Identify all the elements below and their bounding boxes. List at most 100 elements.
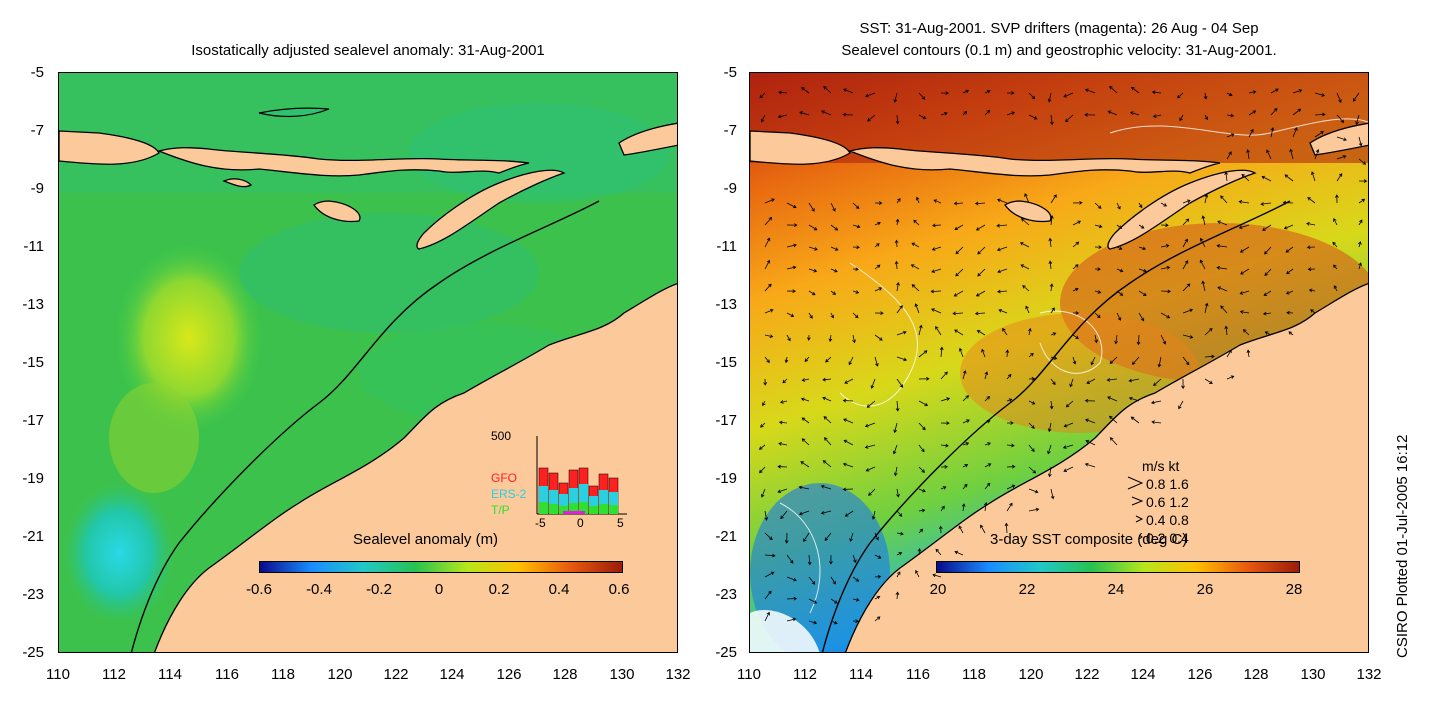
right-map-title-line2: Sealevel contours (0.1 m) and geostrophi… <box>841 42 1277 59</box>
velocity-arrow <box>962 483 968 490</box>
velocity-arrow <box>1248 90 1257 94</box>
left-lat-tick: -21 <box>22 528 44 545</box>
velocity-arrow <box>778 90 788 95</box>
velocity-arrow <box>1072 287 1079 292</box>
velocity-arrow <box>1050 488 1055 500</box>
velocity-arrow <box>940 443 949 448</box>
right-colorbar-label: 20 <box>929 581 947 598</box>
velocity-arrow <box>1094 267 1101 271</box>
right-lon-tick: 130 <box>1300 666 1326 683</box>
velocity-arrow <box>1028 422 1035 429</box>
velocity-arrow <box>1153 378 1162 387</box>
velocity-arrow <box>1310 309 1316 314</box>
velocity-arrow <box>1282 200 1294 205</box>
velocity-arrow <box>1308 288 1316 293</box>
velocity-arrow <box>1028 92 1036 100</box>
velocity-arrow <box>825 356 832 363</box>
velocity-arrow <box>1028 376 1036 381</box>
velocity-arrow <box>1248 128 1254 138</box>
velocity-arrow <box>984 463 992 468</box>
velocity-legend-row: 0.8 1.6 <box>1146 476 1189 492</box>
velocity-arrow <box>893 422 898 434</box>
velocity-arrow <box>983 502 988 512</box>
velocity-arrow <box>1334 194 1339 204</box>
left-map-title: Isostatically adjusted sealevel anomaly:… <box>191 42 545 59</box>
velocity-arrow <box>1090 356 1096 366</box>
right-map-title-line1: SST: 31-Aug-2001. SVP drifters (magenta)… <box>859 20 1259 37</box>
velocity-arrow <box>823 85 832 94</box>
velocity-arrow <box>1238 199 1250 204</box>
velocity-arrow <box>918 92 926 100</box>
velocity-arrow <box>984 89 991 94</box>
velocity-arrow <box>896 330 907 336</box>
velocity-arrow <box>1116 312 1122 321</box>
velocity-arrow <box>918 444 925 453</box>
velocity-arrow <box>1178 400 1184 410</box>
velocity-arrow <box>1094 334 1099 344</box>
velocity-arrow <box>852 554 857 564</box>
velocity-arrow <box>808 268 818 273</box>
velocity-arrow <box>911 284 920 292</box>
velocity-arrow <box>1260 202 1272 206</box>
velocity-arrow <box>823 416 832 424</box>
velocity-arrow <box>918 350 928 358</box>
velocity-arrow <box>870 378 876 389</box>
velocity-arrow <box>1024 193 1030 204</box>
left-lon-tick: 112 <box>102 666 126 683</box>
velocity-arrow <box>1138 312 1145 322</box>
velocity-arrow <box>1006 421 1014 425</box>
velocity-arrow <box>1182 308 1194 314</box>
velocity-arrow <box>1063 422 1074 428</box>
velocity-arrow <box>1128 396 1140 402</box>
velocity-arrow <box>1116 290 1124 296</box>
velocity-arrow <box>1182 218 1190 226</box>
velocity-arrow <box>780 510 788 520</box>
velocity-arrow <box>1204 193 1209 204</box>
velocity-arrow <box>1238 224 1250 230</box>
inset-xtick: -5 <box>535 516 546 528</box>
velocity-arrow <box>1006 502 1013 512</box>
velocity-arrow <box>1226 133 1235 138</box>
velocity-arrow <box>1048 237 1053 248</box>
velocity-arrow <box>1072 311 1080 315</box>
velocity-arrow <box>1239 310 1250 314</box>
velocity-arrow <box>764 356 770 363</box>
velocity-arrow <box>1022 285 1030 292</box>
velocity-arrow <box>1286 310 1294 315</box>
velocity-arrow <box>940 111 948 116</box>
velocity-arrow <box>864 422 876 428</box>
right-lat-tick: -21 <box>715 528 737 545</box>
velocity-arrow <box>1263 290 1272 296</box>
velocity-arrow <box>1049 215 1054 226</box>
right-lon-tick: 122 <box>1074 666 1100 683</box>
velocity-arrow <box>1292 108 1302 116</box>
velocity-arrow <box>830 576 836 585</box>
velocity-arrow <box>1006 484 1016 490</box>
velocity-arrow <box>842 398 854 403</box>
velocity-arrow <box>808 620 818 625</box>
velocity-arrow <box>896 356 908 362</box>
velocity-arrow <box>1204 114 1208 121</box>
velocity-arrow <box>803 532 810 542</box>
velocity-arrow <box>1239 246 1250 253</box>
velocity-arrow <box>1199 237 1206 248</box>
velocity-arrow <box>1336 136 1347 142</box>
inset-xtick: 5 <box>617 516 624 528</box>
velocity-arrow <box>910 264 920 270</box>
velocity-arrow <box>1025 305 1030 314</box>
velocity-arrow <box>1136 334 1141 346</box>
velocity-arrow <box>1107 110 1118 116</box>
velocity-arrow <box>852 312 859 319</box>
velocity-arrow <box>760 488 766 498</box>
velocity-arrow <box>778 441 788 446</box>
velocity-arrow <box>852 334 856 344</box>
velocity-arrow <box>1047 444 1052 455</box>
velocity-arrow <box>932 573 942 578</box>
velocity-arrow <box>801 87 810 94</box>
velocity-arrow <box>975 290 986 297</box>
velocity-arrow <box>918 376 930 381</box>
velocity-arrow <box>1085 439 1096 446</box>
velocity-arrow <box>1107 396 1118 402</box>
velocity-arrow <box>828 334 833 343</box>
velocity-arrow <box>1084 88 1096 94</box>
